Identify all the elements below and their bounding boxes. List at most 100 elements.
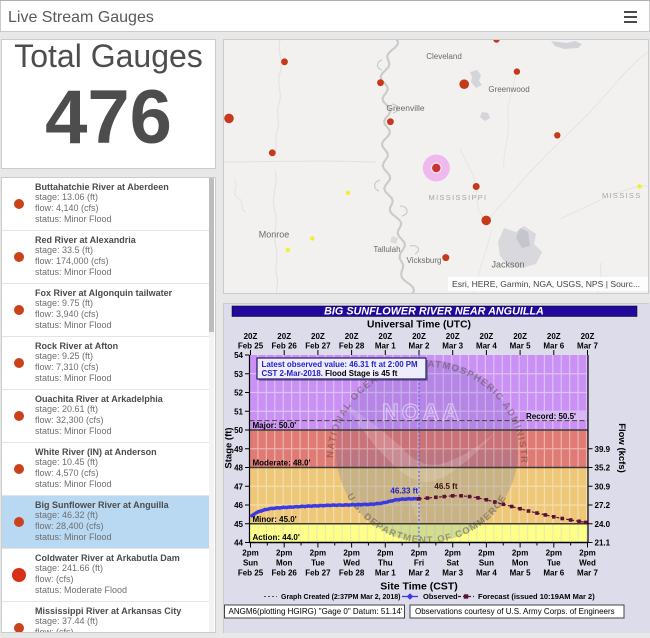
svg-text:Mar 4: Mar 4 <box>476 569 497 578</box>
svg-text:54: 54 <box>234 351 243 360</box>
svg-text:52: 52 <box>234 389 243 398</box>
svg-text:Mar 3: Mar 3 <box>442 569 463 578</box>
svg-text:Thu: Thu <box>378 559 393 568</box>
svg-text:47: 47 <box>234 482 243 491</box>
svg-text:Feb 26: Feb 26 <box>272 342 298 351</box>
svg-text:Mar 1: Mar 1 <box>375 342 396 351</box>
svg-text:Tallulah: Tallulah <box>373 245 400 254</box>
svg-text:20Z: 20Z <box>311 332 325 341</box>
svg-text:MISSISS: MISSISS <box>602 191 642 200</box>
svg-text:Feb 27: Feb 27 <box>305 569 331 578</box>
svg-text:Universal Time (UTC): Universal Time (UTC) <box>367 320 471 331</box>
svg-text:Tue: Tue <box>311 559 325 568</box>
svg-text:20Z: 20Z <box>345 332 359 341</box>
svg-text:Latest observed value: 46.31: Latest observed value: 46.31 ft at 2:00 … <box>262 360 419 369</box>
svg-text:Mon: Mon <box>276 559 293 568</box>
svg-text:2pm: 2pm <box>242 549 258 558</box>
svg-text:53: 53 <box>234 370 243 379</box>
svg-text:2pm: 2pm <box>512 549 528 558</box>
svg-text:2pm: 2pm <box>546 549 562 558</box>
svg-text:20Z: 20Z <box>581 332 595 341</box>
svg-text:20Z: 20Z <box>244 332 258 341</box>
svg-text:Greenwood: Greenwood <box>488 85 529 94</box>
svg-text:44: 44 <box>234 539 243 548</box>
svg-text:Greenville: Greenville <box>386 103 425 113</box>
svg-text:Mar 7: Mar 7 <box>577 342 598 351</box>
svg-text:2pm: 2pm <box>579 549 595 558</box>
svg-text:50: 50 <box>234 426 243 435</box>
svg-text:46.33 ft: 46.33 ft <box>390 486 418 495</box>
svg-text:30.9: 30.9 <box>595 482 611 491</box>
svg-text:Jackson: Jackson <box>491 260 524 270</box>
svg-text:Mar 2: Mar 2 <box>409 342 430 351</box>
svg-text:35.2: 35.2 <box>595 464 611 473</box>
svg-text:BIG SUNFLOWER RIVER NEAR ANGUI: BIG SUNFLOWER RIVER NEAR ANGUILLA <box>324 306 544 318</box>
svg-text:Feb 28: Feb 28 <box>339 342 365 351</box>
svg-text:20Z: 20Z <box>412 332 426 341</box>
svg-text:Sun: Sun <box>243 559 258 568</box>
svg-text:48: 48 <box>234 464 243 473</box>
svg-text:Mar 7: Mar 7 <box>577 569 598 578</box>
svg-text:Observed: Observed <box>423 592 458 601</box>
svg-text:Vicksburg: Vicksburg <box>407 256 442 265</box>
svg-text:Mar 3: Mar 3 <box>442 342 463 351</box>
svg-text:45: 45 <box>234 520 243 529</box>
svg-text:46.5 ft: 46.5 ft <box>434 482 457 491</box>
svg-text:20Z: 20Z <box>480 332 494 341</box>
svg-text:Mar 1: Mar 1 <box>375 569 396 578</box>
svg-text:Site Time (CST): Site Time (CST) <box>380 581 457 593</box>
svg-text:Mar 5: Mar 5 <box>510 569 531 578</box>
svg-text:Mar 6: Mar 6 <box>543 569 564 578</box>
svg-text:51: 51 <box>234 407 243 416</box>
svg-text:Feb 28: Feb 28 <box>339 569 365 578</box>
svg-text:46: 46 <box>234 501 243 510</box>
svg-text:2pm: 2pm <box>444 549 460 558</box>
svg-text:Mon: Mon <box>512 559 529 568</box>
svg-text:Major: 50.0': Major: 50.0' <box>253 421 297 430</box>
svg-text:20Z: 20Z <box>277 332 291 341</box>
svg-text:Sat: Sat <box>446 559 459 568</box>
svg-text:Graph Created (2:37PM Mar 2, 2: Graph Created (2:37PM Mar 2, 2018) <box>281 594 400 601</box>
svg-text:2pm: 2pm <box>310 549 326 558</box>
svg-text:2pm: 2pm <box>377 549 393 558</box>
svg-text:20Z: 20Z <box>547 332 561 341</box>
svg-text:Wed: Wed <box>343 559 360 568</box>
svg-text:27.2: 27.2 <box>595 501 611 510</box>
svg-text:20Z: 20Z <box>513 332 527 341</box>
svg-text:24.0: 24.0 <box>595 520 611 529</box>
svg-text:Feb 25: Feb 25 <box>238 569 264 578</box>
svg-text:Mar 6: Mar 6 <box>543 342 564 351</box>
svg-text:Wed: Wed <box>579 559 596 568</box>
svg-text:Cleveland: Cleveland <box>426 52 462 61</box>
svg-text:Tue: Tue <box>547 559 561 568</box>
svg-text:Mar 5: Mar 5 <box>510 342 531 351</box>
svg-text:Forecast (issued 10:19AM Mar 2: Forecast (issued 10:19AM Mar 2) <box>478 592 595 601</box>
svg-text:Action: 44.0': Action: 44.0' <box>253 533 300 542</box>
svg-text:ANGM6(plotting HGIRG) "Gage 0": ANGM6(plotting HGIRG) "Gage 0" Datum: 51… <box>229 607 403 616</box>
svg-text:2pm: 2pm <box>276 549 292 558</box>
svg-text:21.1: 21.1 <box>595 539 611 548</box>
svg-text:Flow (kcfs): Flow (kcfs) <box>616 423 627 473</box>
svg-text:Feb 25: Feb 25 <box>238 342 264 351</box>
svg-text:2pm: 2pm <box>411 549 427 558</box>
svg-text:Moderate: 48.0': Moderate: 48.0' <box>253 459 311 468</box>
svg-text:20Z: 20Z <box>378 332 392 341</box>
svg-text:Mar 4: Mar 4 <box>476 342 497 351</box>
svg-text:Observations courtesy of U.S.: Observations courtesy of U.S. Army Corps… <box>415 607 615 616</box>
svg-text:Record: 50.5': Record: 50.5' <box>526 412 576 421</box>
svg-text:39.9: 39.9 <box>595 445 611 454</box>
svg-text:Monroe: Monroe <box>259 230 290 240</box>
svg-text:20Z: 20Z <box>446 332 460 341</box>
svg-text:Feb 27: Feb 27 <box>305 342 331 351</box>
svg-text:CST 2-Mar-2018. Flood Stage i: CST 2-Mar-2018. Flood Stage is 45 ft <box>262 369 398 378</box>
svg-text:MISSISSIPPI: MISSISSIPPI <box>429 193 488 202</box>
svg-text:Fri: Fri <box>414 559 424 568</box>
svg-text:Sun: Sun <box>479 559 494 568</box>
svg-text:2pm: 2pm <box>478 549 494 558</box>
svg-text:Stage (ft): Stage (ft) <box>224 427 235 468</box>
svg-text:Mar 2: Mar 2 <box>409 569 430 578</box>
svg-text:Esri, HERE, Garmin, NGA, USGS,: Esri, HERE, Garmin, NGA, USGS, NPS | Sou… <box>452 279 640 289</box>
svg-text:49: 49 <box>234 445 243 454</box>
svg-text:2pm: 2pm <box>343 549 359 558</box>
svg-text:Minor: 45.0': Minor: 45.0' <box>253 515 297 524</box>
